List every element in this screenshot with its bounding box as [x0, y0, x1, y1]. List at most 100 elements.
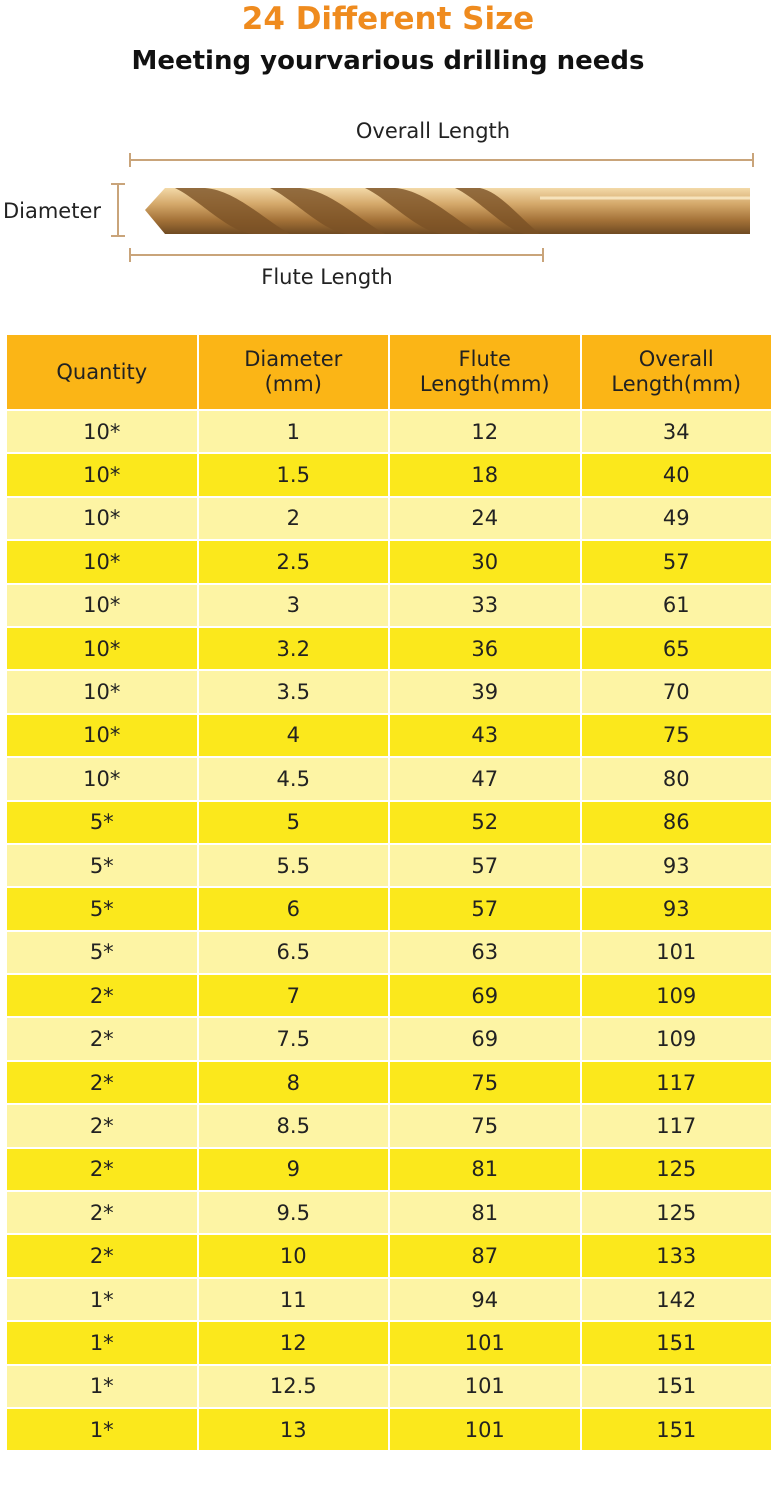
table-cell: 7: [196, 973, 390, 1019]
table-cell: 142: [579, 1276, 773, 1323]
overall-length-label: Overall Length: [356, 119, 510, 143]
table-cell: 52: [388, 799, 582, 845]
diameter-label: Diameter: [3, 199, 101, 223]
table-cell: 49: [579, 495, 773, 542]
table-row: 10* 1 12 34: [5, 408, 773, 455]
table-row: 2* 7.5 69 109: [5, 1016, 773, 1062]
table-cell: 1*: [5, 1276, 199, 1323]
table-cell: 101: [388, 1406, 582, 1453]
flute-length-label: Flute Length: [261, 265, 393, 289]
table-cell: 10*: [5, 756, 199, 802]
table-cell: 10*: [5, 452, 199, 498]
table-cell: 8: [196, 1059, 390, 1106]
table-cell: 57: [388, 842, 582, 889]
table-cell: 93: [579, 842, 773, 889]
column-header: Diameter (mm): [196, 333, 390, 411]
table-cell: 65: [579, 625, 773, 672]
table-cell: 40: [579, 452, 773, 498]
table-row: 10* 2 24 49: [5, 495, 773, 542]
table-cell: 61: [579, 582, 773, 628]
table-cell: 5*: [5, 929, 199, 976]
table-cell: 10*: [5, 712, 199, 759]
table-cell: 5*: [5, 799, 199, 845]
table-cell: 10*: [5, 625, 199, 672]
table-cell: 5*: [5, 886, 199, 932]
table-row: 10* 3.5 39 70: [5, 669, 773, 715]
table-cell: 2*: [5, 1059, 199, 1106]
table-cell: 9.5: [196, 1190, 390, 1236]
table-cell: 3.5: [196, 669, 390, 715]
table-cell: 57: [579, 539, 773, 585]
table-cell: 1: [196, 408, 390, 455]
table-cell: 10*: [5, 539, 199, 585]
table-row: 2* 7 69 109: [5, 973, 773, 1019]
table-cell: 109: [579, 1016, 773, 1062]
table-cell: 6: [196, 886, 390, 932]
table-cell: 12: [388, 408, 582, 455]
table-cell: 151: [579, 1406, 773, 1453]
table-row: 10* 3.2 36 65: [5, 625, 773, 672]
table-cell: 81: [388, 1146, 582, 1193]
table-cell: 18: [388, 452, 582, 498]
table-row: 2* 10 87 133: [5, 1233, 773, 1279]
table-cell: 125: [579, 1190, 773, 1236]
table-cell: 5: [196, 799, 390, 845]
table-row: 10* 2.5 30 57: [5, 539, 773, 585]
table-cell: 24: [388, 495, 582, 542]
column-header: Flute Length(mm): [388, 333, 582, 411]
table-cell: 12.5: [196, 1363, 390, 1409]
table-cell: 47: [388, 756, 582, 802]
table-cell: 117: [579, 1103, 773, 1149]
table-row: 2* 8.5 75 117: [5, 1103, 773, 1149]
table-cell: 86: [579, 799, 773, 845]
table-cell: 39: [388, 669, 582, 715]
table-cell: 1*: [5, 1363, 199, 1409]
table-cell: 3: [196, 582, 390, 628]
table-cell: 30: [388, 539, 582, 585]
table-cell: 3.2: [196, 625, 390, 672]
table-cell: 151: [579, 1320, 773, 1366]
table-row: 1* 12.5 101 151: [5, 1363, 773, 1409]
table-cell: 34: [579, 408, 773, 455]
table-cell: 101: [579, 929, 773, 976]
table-cell: 10*: [5, 408, 199, 455]
table-row: 2* 8 75 117: [5, 1059, 773, 1106]
table-row: 1* 12 101 151: [5, 1320, 773, 1366]
table-cell: 10*: [5, 582, 199, 628]
table-cell: 2.5: [196, 539, 390, 585]
table-cell: 93: [579, 886, 773, 932]
table-cell: 2*: [5, 973, 199, 1019]
table-cell: 2*: [5, 1233, 199, 1279]
table-cell: 2*: [5, 1146, 199, 1193]
table-cell: 10*: [5, 495, 199, 542]
table-cell: 11: [196, 1276, 390, 1323]
table-cell: 7.5: [196, 1016, 390, 1062]
table-cell: 9: [196, 1146, 390, 1193]
table-cell: 5.5: [196, 842, 390, 889]
table-row: 10* 4.5 47 80: [5, 756, 773, 802]
size-table: Quantity Diameter (mm) Flute Length(mm) Ove…: [5, 333, 773, 1453]
table-row: 2* 9.5 81 125: [5, 1190, 773, 1236]
table-cell: 87: [388, 1233, 582, 1279]
table-cell: 70: [579, 669, 773, 715]
table-row: 10* 3 33 61: [5, 582, 773, 628]
table-row: 10* 1.5 18 40: [5, 452, 773, 498]
table-cell: 81: [388, 1190, 582, 1236]
table-cell: 75: [388, 1103, 582, 1149]
table-cell: 13: [196, 1406, 390, 1453]
table-cell: 12: [196, 1320, 390, 1366]
table-cell: 101: [388, 1320, 582, 1366]
table-row: 1* 11 94 142: [5, 1276, 773, 1323]
table-cell: 101: [388, 1363, 582, 1409]
table-cell: 5*: [5, 842, 199, 889]
table-cell: 8.5: [196, 1103, 390, 1149]
table-cell: 69: [388, 1016, 582, 1062]
table-cell: 63: [388, 929, 582, 976]
column-header: Quantity: [5, 333, 199, 411]
subtitle: Meeting yourvarious drilling needs: [131, 46, 645, 76]
table-row: 2* 9 81 125: [5, 1146, 773, 1193]
table-cell: 33: [388, 582, 582, 628]
table-cell: 43: [388, 712, 582, 759]
table-cell: 10*: [5, 669, 199, 715]
